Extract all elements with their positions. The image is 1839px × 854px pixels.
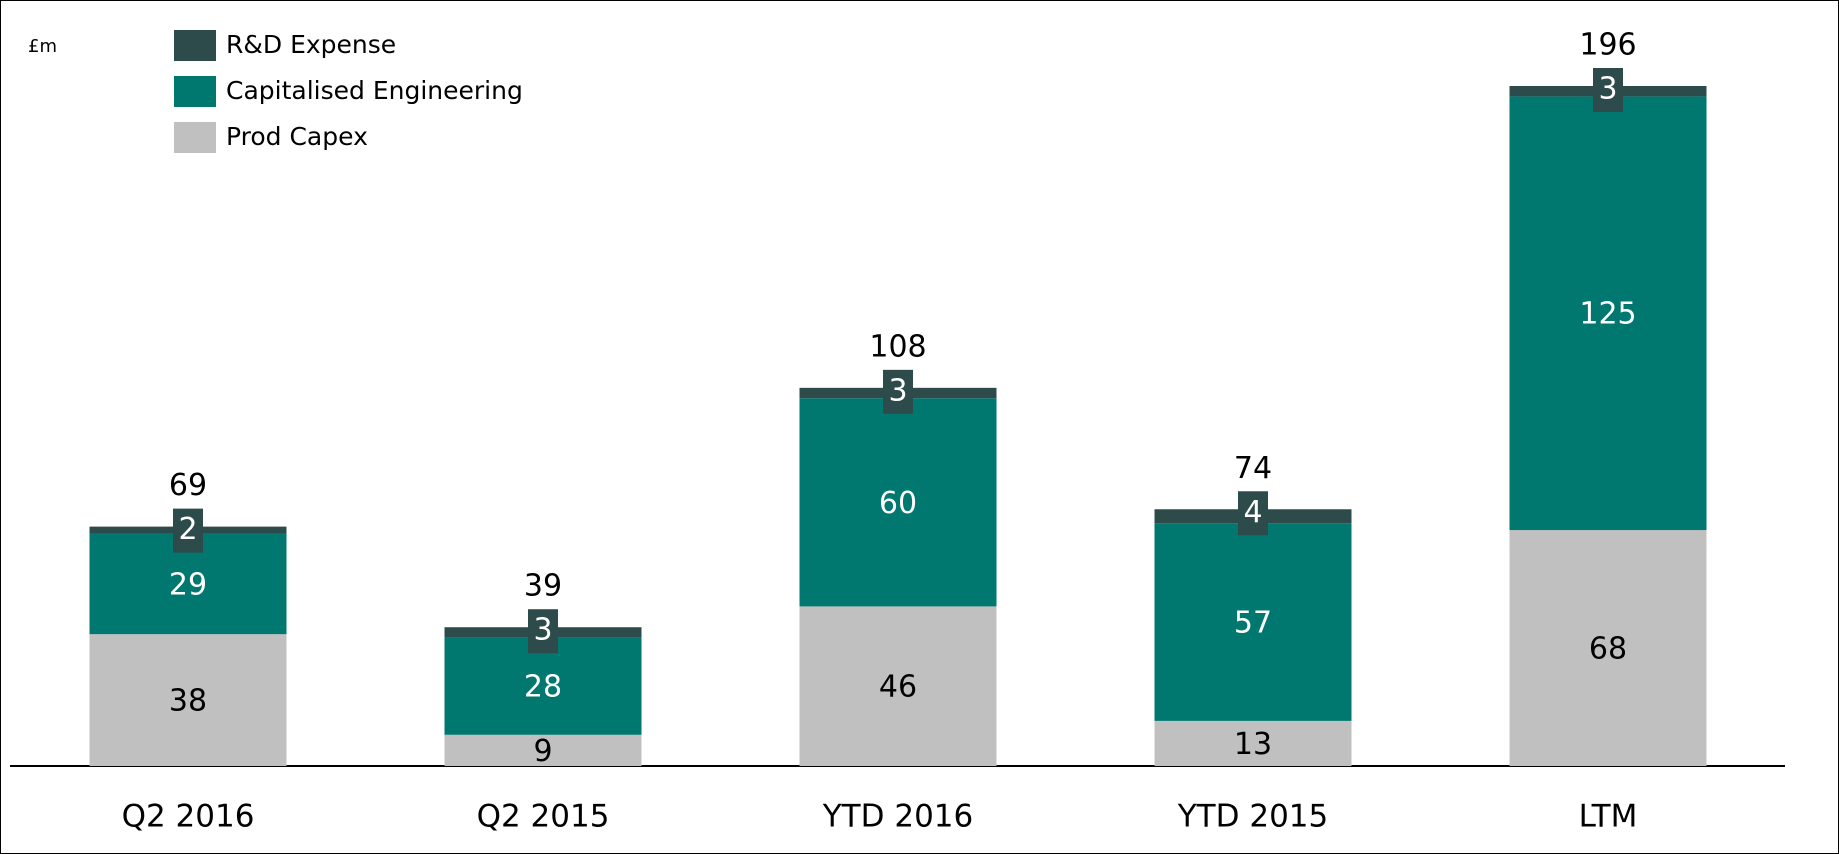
legend-label: R&D Expense	[226, 30, 396, 59]
data-label: 38	[169, 684, 207, 719]
bar-segment	[1509, 530, 1707, 766]
data-label: 125	[1579, 297, 1636, 332]
x-tick-label: YTD 2016	[822, 799, 974, 835]
bar-segment	[1509, 96, 1707, 531]
bar-segment	[444, 637, 642, 735]
x-tick-label: Q2 2015	[477, 799, 610, 835]
legend-swatch	[174, 122, 216, 153]
data-label: 3	[1598, 72, 1617, 107]
total-label: 39	[524, 569, 562, 604]
data-label: 9	[533, 734, 552, 769]
x-tick-label: LTM	[1579, 799, 1638, 835]
unit-label: £m	[28, 36, 57, 57]
total-label: 196	[1579, 28, 1636, 63]
total-label: 108	[869, 329, 926, 364]
data-label: 68	[1589, 632, 1627, 667]
label-box	[528, 609, 558, 654]
data-label: 13	[1234, 727, 1272, 762]
total-label: 69	[169, 468, 207, 503]
data-label: 4	[1243, 495, 1262, 530]
legend-label: Prod Capex	[226, 122, 368, 151]
legend-swatch	[174, 76, 216, 107]
data-label: 57	[1234, 606, 1272, 641]
data-label: 2	[178, 512, 197, 547]
legend-label: Capitalised Engineering	[226, 76, 523, 105]
label-box	[1238, 491, 1268, 536]
total-label: 74	[1234, 451, 1272, 486]
data-label: 29	[169, 567, 207, 602]
bar-segment	[444, 734, 642, 766]
data-label: 46	[879, 670, 917, 705]
bar-segment	[799, 398, 997, 607]
bar-segment	[89, 634, 287, 766]
bar-segment	[1154, 523, 1352, 721]
x-tick-label: YTD 2015	[1177, 799, 1329, 835]
label-box	[883, 369, 913, 414]
label-box	[173, 508, 203, 553]
data-label: 3	[533, 613, 552, 648]
label-box	[1593, 68, 1623, 112]
data-label: 28	[524, 670, 562, 705]
x-tick-label: Q2 2016	[122, 799, 255, 835]
data-label: 3	[888, 373, 907, 408]
bar-segment	[1154, 720, 1352, 766]
legend-swatch	[174, 30, 216, 61]
bar-segment	[799, 606, 997, 766]
data-label: 60	[879, 486, 917, 521]
